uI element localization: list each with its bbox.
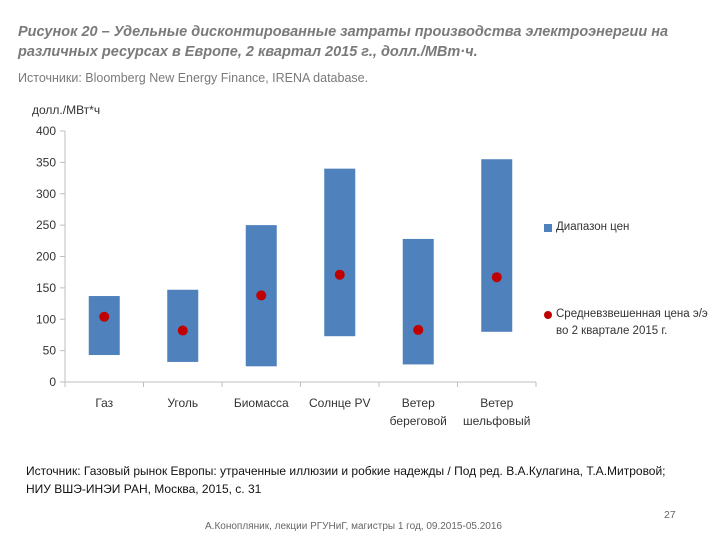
legend-range-swatch (544, 224, 552, 232)
legend-marker-label-line2: во 2 квартале 2015 г. (556, 325, 668, 337)
x-tick-label: Солнце PV (309, 396, 370, 410)
footer-text: А.Конопляник, лекции РГУНиГ, магистры 1 … (205, 521, 502, 532)
y-tick-label: 50 (43, 344, 57, 358)
y-tick-label: 400 (36, 124, 56, 138)
avg-price-marker (99, 311, 110, 322)
y-axis: 0 50 100 150 200 250 300 350 400 (36, 124, 66, 389)
x-tick-label: Ветер (480, 396, 513, 410)
avg-price-marker (491, 272, 502, 283)
x-tick-label: Ветер (402, 396, 435, 410)
y-tick-label: 200 (36, 250, 56, 264)
avg-price-marker (334, 269, 345, 280)
legend-marker-label-line1: Средневзвешенная цена э/э (556, 308, 708, 320)
x-tick-label: шельфовый (463, 414, 530, 428)
slide-title: Рисунок 20 – Удельные дисконтированные з… (18, 24, 669, 60)
y-tick-label: 300 (36, 187, 56, 201)
x-tick-label: береговой (390, 414, 447, 428)
avg-price-marker (177, 325, 188, 336)
x-tick-labels: Газ Уголь Биомасса Солнце PV Ветер береговой В… (95, 396, 530, 428)
range-bar (88, 296, 120, 356)
y-tick-label: 350 (36, 155, 56, 169)
avg-price-markers (99, 269, 502, 336)
x-axis (64, 381, 537, 387)
legend-range-label: Диапазон цен (556, 221, 630, 233)
footnote: Источник: Газовый рынок Европы: утраченн… (26, 464, 666, 496)
price-range-chart: долл./МВт*ч 0 50 100 150 200 250 300 350 400 Газ… (32, 103, 537, 428)
y-tick-label: 0 (49, 375, 56, 389)
page-number: 27 (664, 509, 676, 521)
range-bar (481, 159, 513, 332)
x-tick-label: Газ (95, 396, 113, 410)
x-tick-label: Биомасса (234, 396, 289, 410)
data-source: Источники: Bloomberg New Energy Finance,… (18, 71, 369, 85)
x-tick-label: Уголь (167, 396, 198, 410)
y-axis-label: долл./МВт*ч (32, 103, 100, 117)
legend-marker-swatch (544, 311, 552, 319)
y-tick-label: 250 (36, 218, 56, 232)
avg-price-marker (256, 290, 267, 301)
y-tick-label: 150 (36, 281, 56, 295)
avg-price-marker (413, 324, 424, 335)
y-tick-label: 100 (36, 312, 56, 326)
range-bar (402, 238, 434, 365)
range-bar (324, 168, 356, 337)
range-bars (88, 159, 513, 367)
